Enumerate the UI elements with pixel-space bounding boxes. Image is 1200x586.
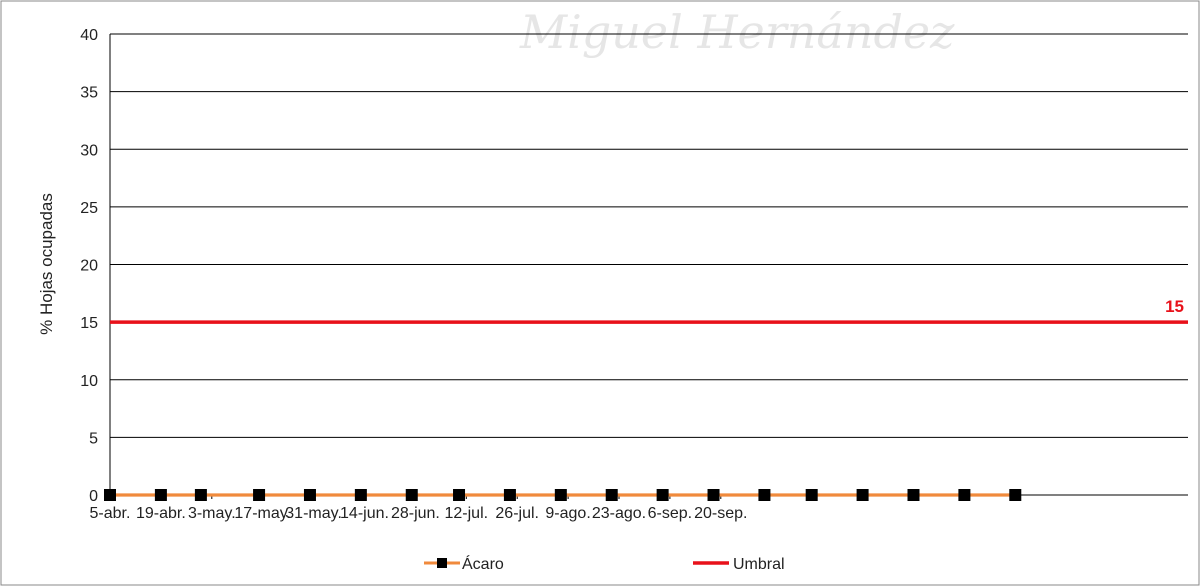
data-point-acaro [253,489,266,501]
data-point-acaro [758,489,771,501]
x-tick-label: 12-jul. [445,505,489,522]
y-tick-label: 35 [80,85,98,102]
data-point-acaro [194,489,207,501]
x-tick-label: 9-ago. [545,505,590,522]
x-tick-label: 28-jun. [391,505,440,522]
x-tick-label: 17-may. [234,505,291,522]
x-tick-label: 31-may. [285,505,342,522]
data-point-acaro [303,489,316,501]
threshold-value-label: 15 [1165,297,1184,316]
data-point-acaro [405,489,418,501]
y-tick-label: 5 [89,430,98,447]
data-point-acaro [605,489,618,501]
legend-label-umbral: Umbral [733,556,785,573]
x-tick-label: 19-abr. [136,505,186,522]
data-point-acaro [354,489,367,501]
y-tick-label: 10 [80,373,98,390]
data-point-acaro [503,489,516,501]
watermark: Miguel Hernández [519,5,955,59]
data-point-acaro [453,489,466,501]
data-point-acaro [856,489,869,501]
data-point-acaro [154,489,167,501]
x-tick-label: 20-sep. [694,505,747,522]
y-tick-label: 15 [80,315,98,332]
data-point-acaro [805,489,818,501]
y-axis-label: % Hojas ocupadas [37,193,56,335]
y-tick-label: 30 [80,142,98,159]
x-tick-label: 23-ago. [592,505,646,522]
y-tick-label: 20 [80,258,98,275]
x-tick-label: 14-jun. [340,505,389,522]
data-point-acaro [554,489,567,501]
legend-label-acaro: Ácaro [462,554,504,573]
data-point-acaro [958,489,971,501]
data-point-acaro [1009,489,1022,501]
x-tick-label: 5-abr. [90,505,131,522]
data-point-acaro [907,489,920,501]
y-tick-label: 40 [80,27,98,44]
data-point-acaro [104,489,116,501]
x-tick-label: 3-may. [188,505,236,522]
legend: Ácaro Umbral [424,554,785,573]
data-point-acaro [707,489,720,501]
legend-marker-acaro [437,558,447,568]
x-tick-label: 26-jul. [495,505,539,522]
series-layer: 15 [104,297,1188,501]
x-tick-label: 6-sep. [648,505,692,522]
data-point-acaro [656,489,669,501]
y-tick-label: 25 [80,200,98,217]
y-tick-label: 0 [89,488,98,505]
